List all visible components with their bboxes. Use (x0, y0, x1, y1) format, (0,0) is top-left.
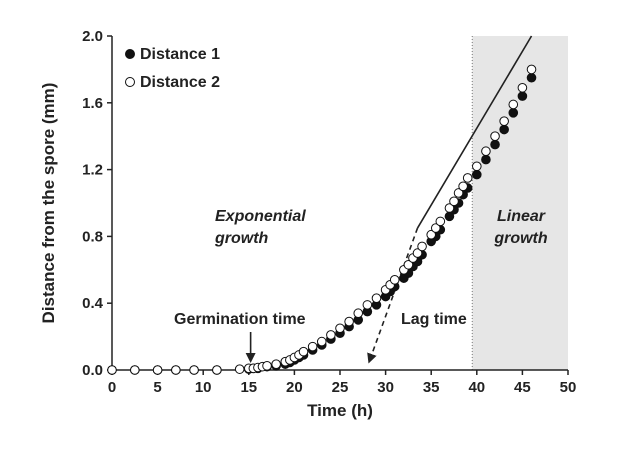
x-tick-label: 0 (108, 379, 116, 396)
data-point-distance-2 (107, 365, 117, 375)
x-tick-label: 10 (195, 379, 212, 396)
data-point-distance-2 (435, 216, 446, 227)
x-tick-label: 30 (377, 379, 394, 396)
x-tick-label: 20 (286, 379, 303, 396)
legend-marker-distance-1 (125, 49, 135, 59)
x-tick-label: 35 (423, 379, 440, 396)
data-point-distance-2 (371, 293, 382, 303)
annotation-linear: Linear (497, 208, 546, 225)
annotation-exponential-growth: growth (214, 230, 269, 247)
data-point-distance-2 (526, 64, 537, 75)
data-point-distance-2 (389, 275, 400, 285)
y-axis-title: Distance from the spore (mm) (39, 83, 58, 324)
x-tick-label: 5 (153, 379, 161, 396)
y-axis-ticks: 0.0 0.4 0.8 1.2 1.6 2.0 (82, 28, 112, 379)
data-point-distance-2 (417, 241, 427, 252)
legend-marker-distance-2 (125, 77, 135, 87)
data-point-distance-2 (307, 341, 318, 352)
data-point-distance-2 (353, 308, 364, 319)
data-point-distance-2 (298, 346, 309, 357)
y-tick-label: 0.8 (82, 228, 103, 245)
data-point-distance-2 (499, 116, 509, 126)
data-point-distance-2 (189, 365, 199, 375)
data-point-distance-1 (517, 91, 528, 101)
data-point-distance-2 (130, 365, 140, 375)
data-point-distance-1 (499, 124, 509, 135)
series-distance-1 (107, 72, 537, 375)
legend-label-distance-1: Distance 1 (140, 46, 220, 63)
x-tick-label: 15 (240, 379, 257, 396)
annotation-lag-time: Lag time (401, 311, 467, 328)
data-point-distance-1 (481, 154, 491, 165)
data-point-distance-1 (490, 139, 500, 150)
data-point-distance-2 (234, 364, 245, 374)
data-point-distance-2 (316, 336, 327, 347)
data-point-distance-2 (472, 161, 482, 172)
data-point-distance-2 (262, 361, 272, 371)
legend: Distance 1 Distance 2 (125, 46, 220, 91)
legend-label-distance-2: Distance 2 (140, 74, 220, 91)
x-tick-label: 50 (560, 379, 577, 396)
y-tick-label: 0.0 (82, 362, 103, 379)
data-point-distance-2 (152, 365, 163, 375)
data-point-distance-2 (517, 82, 528, 93)
data-point-distance-2 (412, 248, 423, 258)
data-point-distance-2 (403, 259, 414, 270)
data-point-distance-1 (508, 108, 519, 118)
data-point-distance-1 (472, 169, 482, 180)
data-point-distance-2 (508, 99, 519, 110)
annotation-exponential: Exponential (215, 208, 306, 225)
x-tick-label: 40 (468, 379, 485, 396)
data-point-distance-2 (271, 359, 281, 369)
data-point-distance-2 (453, 188, 464, 198)
data-point-distance-2 (458, 181, 468, 192)
linear-fit-line (416, 35, 533, 229)
data-point-distance-2 (481, 146, 491, 157)
data-point-distance-2 (430, 223, 441, 233)
y-tick-label: 0.4 (82, 295, 104, 312)
data-point-distance-2 (449, 196, 459, 207)
y-tick-label: 1.6 (82, 95, 103, 112)
data-point-distance-2 (462, 173, 473, 183)
data-point-distance-2 (171, 365, 181, 375)
annotation-germination-time: Germination time (174, 311, 306, 328)
data-point-distance-2 (344, 316, 354, 327)
data-point-distance-2 (326, 330, 336, 340)
y-tick-label: 2.0 (82, 28, 103, 45)
x-axis-ticks: 0 5 10 15 20 25 30 35 40 45 50 (108, 370, 577, 396)
data-point-distance-2 (212, 365, 222, 375)
data-point-distance-2 (444, 203, 455, 213)
data-point-distance-2 (335, 323, 345, 334)
lag-extrapolation-line (367, 227, 419, 364)
x-tick-label: 25 (332, 379, 349, 396)
x-tick-label: 45 (514, 379, 531, 396)
data-point-distance-2 (362, 300, 373, 310)
data-point-distance-2 (490, 131, 500, 141)
series-distance-2 (107, 64, 537, 375)
annotation-linear-growth: growth (493, 230, 548, 247)
data-point-distance-2 (426, 229, 437, 240)
data-point-distance-1 (526, 72, 537, 83)
y-tick-label: 1.2 (82, 162, 103, 179)
x-axis-title: Time (h) (307, 401, 373, 420)
